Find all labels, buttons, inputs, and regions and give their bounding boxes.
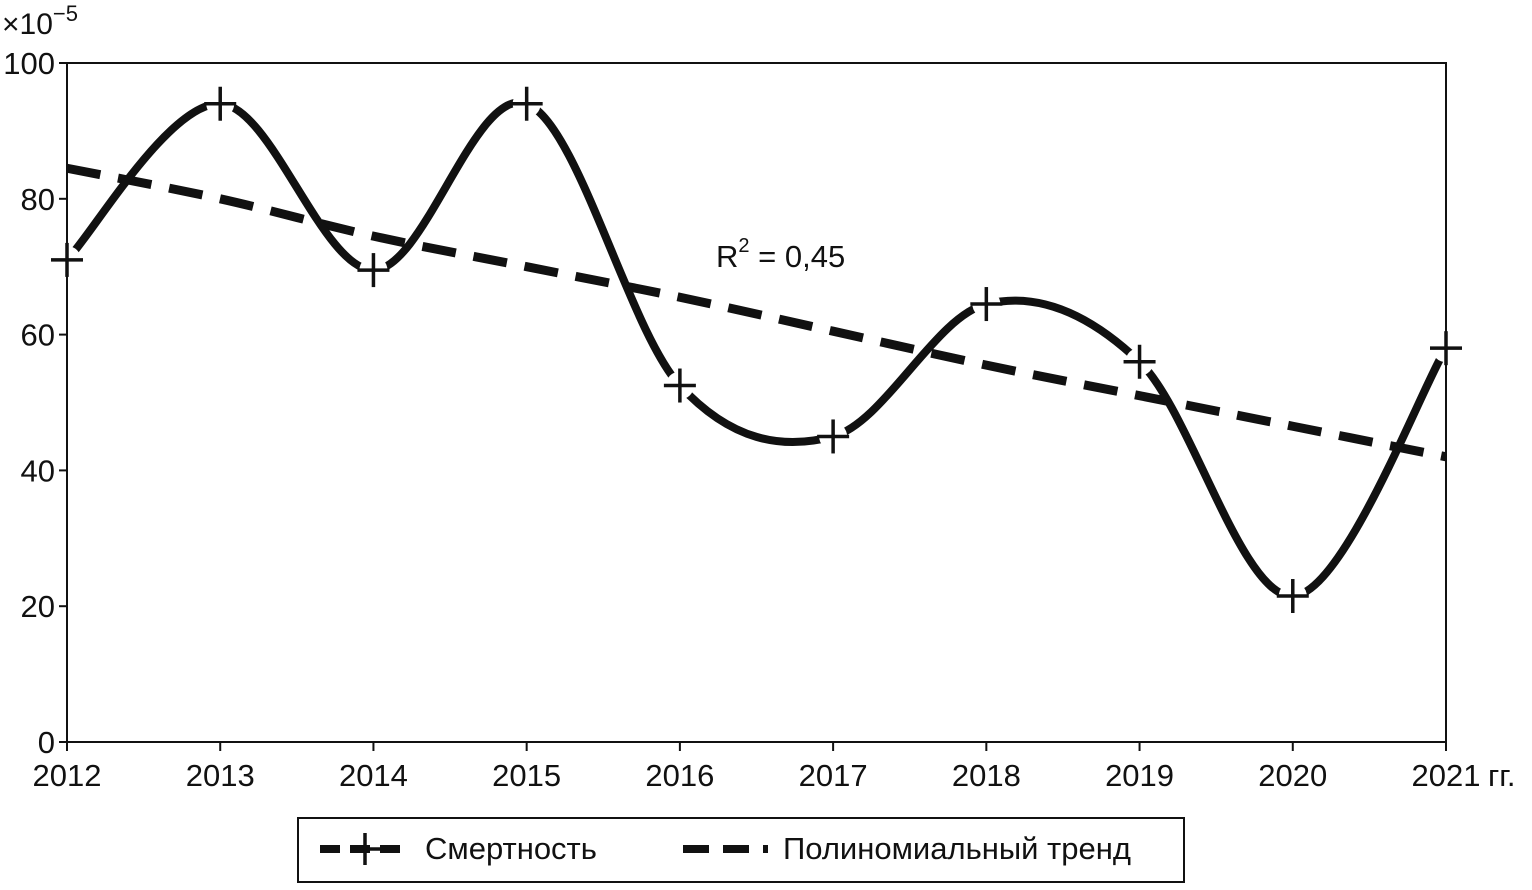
series-layer [51,86,1462,614]
y-tick-label: 80 [21,182,55,217]
mortality-point-marker [817,419,850,454]
mortality-point-marker [510,86,543,121]
series-mortality-line [63,98,1450,601]
x-tick-label: 2019 [1105,758,1174,793]
legend-item-mortality: Смертность [320,831,597,866]
y-tick-label: 0 [38,725,55,760]
y-tick-label: 60 [21,318,55,353]
y-multiplier-exponent: −5 [53,1,78,26]
x-axis: 2012 2013 2014 2015 2016 2017 2018 2019 2020 2021 [33,742,1481,793]
x-unit-suffix: гг. [1488,758,1515,793]
x-tick-label: 2018 [952,758,1021,793]
mortality-point-marker [1430,331,1462,366]
mortality-point-marker [663,368,696,403]
r-squared-sup: 2 [738,235,749,257]
legend-label-trend: Полиномиальный тренд [783,831,1131,866]
legend-label-mortality: Смертность [425,831,597,866]
x-tick-label: 2013 [186,758,255,793]
mortality-point-marker [357,253,390,288]
legend-swatch-plus-marker [350,833,380,865]
x-tick-label: 2016 [645,758,714,793]
plot-frame [66,62,1447,743]
legend: Смертность Полиномиальный тренд [297,817,1185,883]
mortality-point-marker [970,287,1003,322]
y-axis: 0 20 40 60 80 100 [3,46,67,760]
x-tick-label: 2017 [799,758,868,793]
r-squared-annotation: R2 = 0,45 [716,235,845,274]
mortality-point-marker [51,242,83,277]
r-squared-base: R [716,239,738,274]
mortality-point-marker [1123,344,1156,379]
x-tick-label: 2021 [1412,758,1481,793]
y-tick-label: 100 [3,46,55,81]
x-tick-label: 2012 [33,758,102,793]
series-trend-line [66,163,1447,462]
y-multiplier-base: ×10 [2,8,53,41]
y-tick-label: 40 [21,453,55,488]
x-tick-label: 2020 [1258,758,1327,793]
mortality-point-marker [204,86,237,121]
y-multiplier-label: ×10−5 [2,1,78,41]
x-tick-label: 2015 [492,758,561,793]
x-tick-label: 2014 [339,758,408,793]
mortality-point-marker [1276,579,1309,614]
y-tick-label: 20 [21,589,55,624]
r-squared-value: = 0,45 [750,239,846,274]
legend-item-trend: Полиномиальный тренд [683,831,1131,866]
